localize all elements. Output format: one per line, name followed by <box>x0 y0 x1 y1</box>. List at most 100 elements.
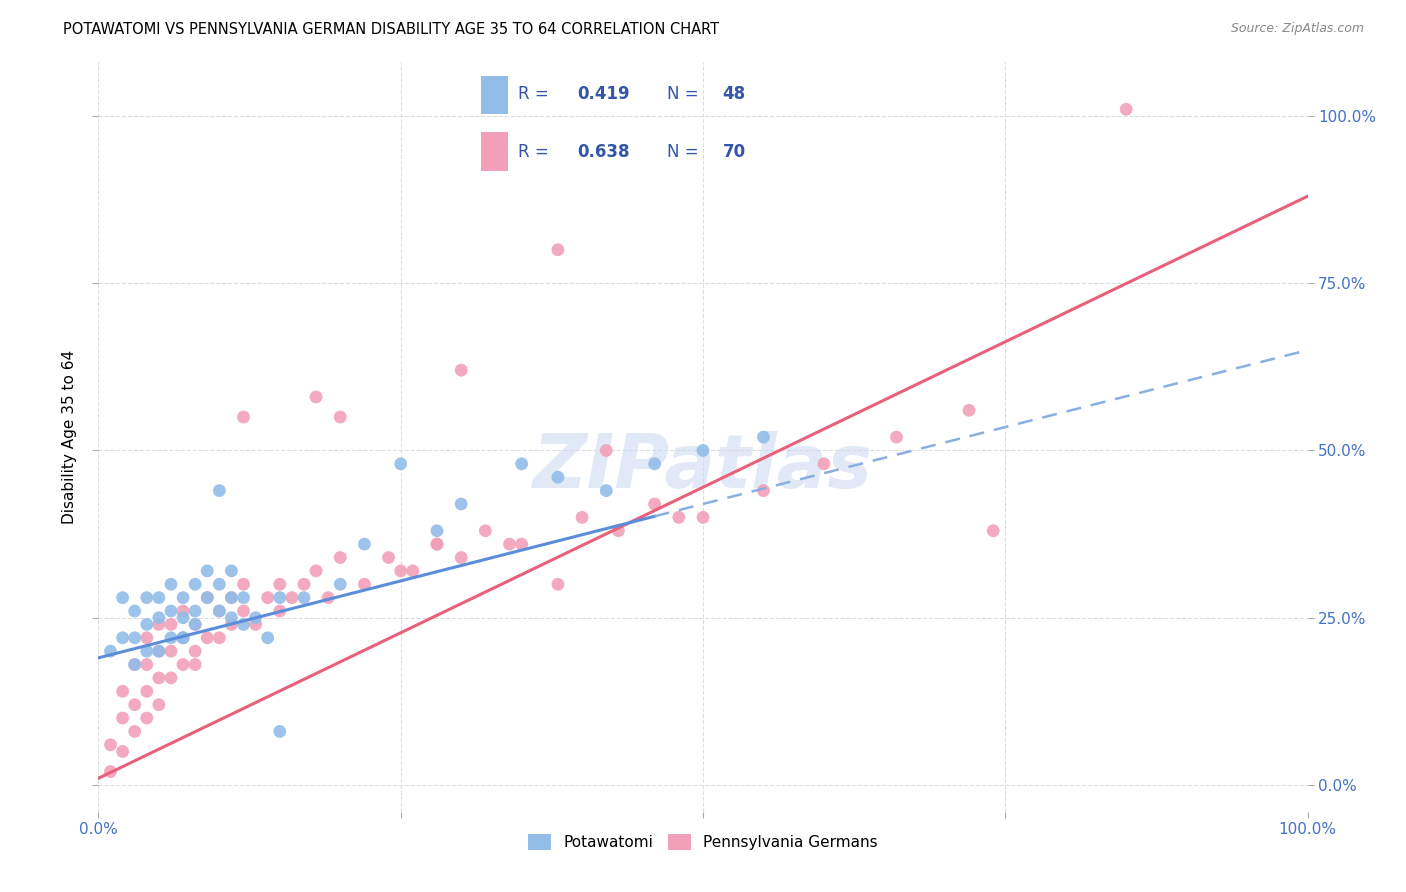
Point <box>269 591 291 605</box>
Point <box>510 537 533 551</box>
Point <box>221 611 243 625</box>
Point <box>148 611 170 625</box>
Point <box>195 591 218 605</box>
Point <box>111 631 134 645</box>
Point <box>232 604 254 618</box>
Point <box>208 604 231 618</box>
Point <box>316 591 339 605</box>
Point <box>329 410 352 425</box>
Point <box>232 617 254 632</box>
Point <box>957 403 980 417</box>
Text: 70: 70 <box>723 143 745 161</box>
Point <box>595 483 617 498</box>
Point <box>135 631 157 645</box>
Point <box>269 724 291 739</box>
Point <box>474 524 496 538</box>
Point <box>208 631 231 645</box>
Point <box>329 550 352 565</box>
Point <box>281 591 304 605</box>
Point <box>148 644 170 658</box>
Point <box>184 657 207 672</box>
Text: R =: R = <box>519 86 554 103</box>
Point <box>148 671 170 685</box>
Text: 0.419: 0.419 <box>578 86 630 103</box>
Text: ZIPatlas: ZIPatlas <box>533 431 873 504</box>
Text: R =: R = <box>519 143 554 161</box>
Point <box>160 577 183 591</box>
Point <box>160 604 183 618</box>
Point <box>172 631 194 645</box>
Point <box>1115 102 1137 116</box>
Point <box>426 537 449 551</box>
Point <box>160 671 183 685</box>
Point <box>135 711 157 725</box>
Point <box>172 604 194 618</box>
Point <box>111 684 134 698</box>
Point <box>208 577 231 591</box>
Point <box>111 591 134 605</box>
Point <box>752 430 775 444</box>
Text: Source: ZipAtlas.com: Source: ZipAtlas.com <box>1230 22 1364 36</box>
Point <box>245 611 267 625</box>
Point <box>232 591 254 605</box>
Point <box>160 631 183 645</box>
Point <box>644 457 666 471</box>
Point <box>124 657 146 672</box>
Point <box>124 631 146 645</box>
Point <box>305 390 328 404</box>
Text: N =: N = <box>666 143 703 161</box>
Point <box>172 631 194 645</box>
Point <box>377 550 399 565</box>
Point <box>353 577 375 591</box>
Point <box>692 510 714 524</box>
Point <box>668 510 690 524</box>
Point <box>184 577 207 591</box>
Point <box>305 564 328 578</box>
Point <box>981 524 1004 538</box>
Point <box>232 577 254 591</box>
Point <box>269 577 291 591</box>
Point <box>221 564 243 578</box>
Point <box>160 617 183 632</box>
Point <box>208 604 231 618</box>
Point <box>426 524 449 538</box>
Point <box>571 510 593 524</box>
Point <box>160 644 183 658</box>
Point <box>111 744 134 758</box>
Point <box>450 497 472 511</box>
Point <box>124 724 146 739</box>
Point <box>450 363 472 377</box>
Point <box>752 483 775 498</box>
Point <box>172 591 194 605</box>
Point <box>148 644 170 658</box>
Point <box>389 564 412 578</box>
Point <box>195 591 218 605</box>
Point <box>184 617 207 632</box>
Point <box>221 591 243 605</box>
Point <box>135 657 157 672</box>
Point <box>402 564 425 578</box>
FancyBboxPatch shape <box>481 75 508 114</box>
Point <box>184 644 207 658</box>
Point <box>886 430 908 444</box>
Point <box>450 550 472 565</box>
Point <box>172 611 194 625</box>
Point <box>510 457 533 471</box>
Point <box>184 604 207 618</box>
Text: 0.638: 0.638 <box>578 143 630 161</box>
Text: POTAWATOMI VS PENNSYLVANIA GERMAN DISABILITY AGE 35 TO 64 CORRELATION CHART: POTAWATOMI VS PENNSYLVANIA GERMAN DISABI… <box>63 22 720 37</box>
Point <box>813 457 835 471</box>
Point <box>221 617 243 632</box>
Point <box>100 738 122 752</box>
Point <box>389 457 412 471</box>
Point <box>124 604 146 618</box>
Point <box>292 577 315 591</box>
Point <box>644 497 666 511</box>
Point <box>547 243 569 257</box>
Point <box>124 657 146 672</box>
Point <box>172 631 194 645</box>
Point <box>547 470 569 484</box>
Text: N =: N = <box>666 86 703 103</box>
Point <box>195 631 218 645</box>
Point <box>184 617 207 632</box>
